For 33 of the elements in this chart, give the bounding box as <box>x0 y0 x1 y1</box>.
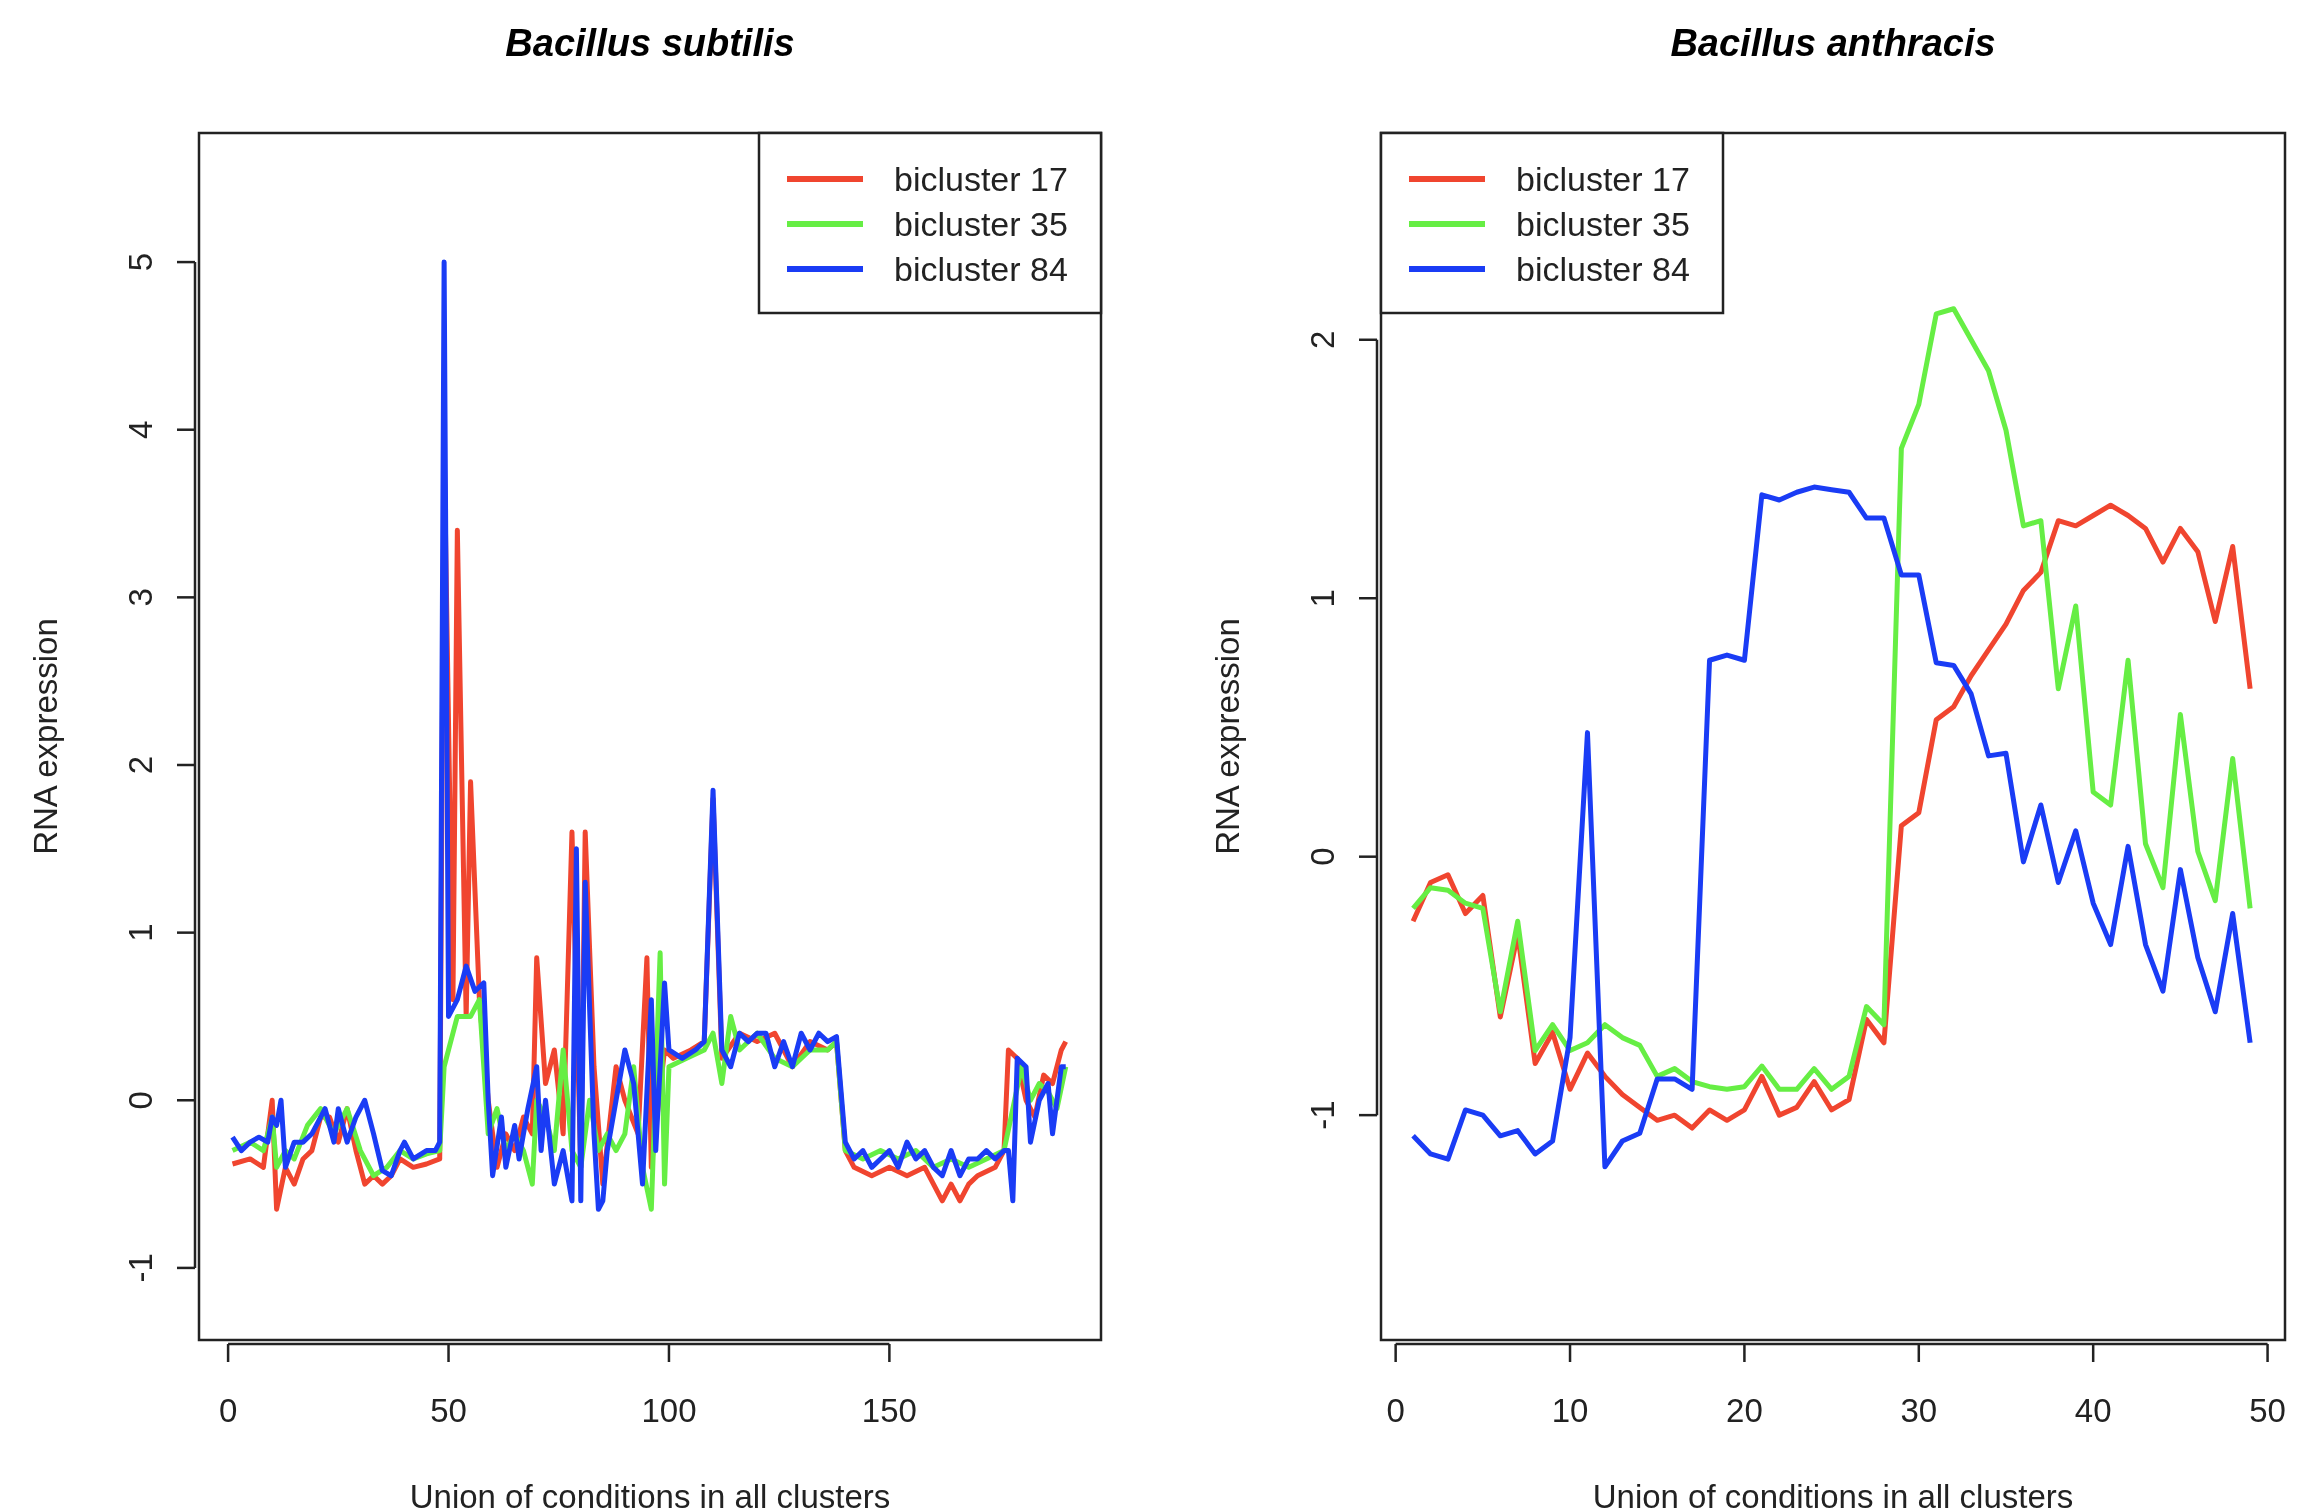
chart-title: Bacillus anthracis <box>1670 22 1996 64</box>
x-axis-title: Union of conditions in all clusters <box>1592 1478 2074 1510</box>
y-axis-title: RNA expression <box>27 618 64 855</box>
legend-label: bicluster 35 <box>1516 205 1690 243</box>
y-tick-label: -1 <box>122 1253 159 1283</box>
x-tick-label: 40 <box>2074 1392 2112 1429</box>
y-tick-label: 5 <box>122 252 159 272</box>
legend-label: bicluster 17 <box>894 160 1068 198</box>
y-tick-label: 2 <box>1304 330 1341 349</box>
x-tick-label: 20 <box>1726 1392 1763 1429</box>
x-tick-label: 30 <box>1900 1392 1938 1429</box>
y-tick-label: -1 <box>1304 1100 1341 1130</box>
x-tick-label: 150 <box>861 1392 917 1429</box>
legend-label: bicluster 84 <box>1516 250 1690 288</box>
y-tick-label: 4 <box>122 420 159 439</box>
x-tick-label: 50 <box>2249 1392 2286 1429</box>
chart-title: Bacillus subtilis <box>505 22 795 64</box>
y-tick-label: 0 <box>122 1091 159 1110</box>
legend-label: bicluster 17 <box>1516 160 1690 198</box>
y-axis-title: RNA expression <box>1209 618 1246 855</box>
y-tick-label: 3 <box>122 588 159 607</box>
y-tick-label: 2 <box>122 755 159 775</box>
legend-label: bicluster 35 <box>894 205 1068 243</box>
x-tick-label: 50 <box>430 1392 467 1429</box>
x-tick-label: 0 <box>218 1392 238 1429</box>
x-tick-label: 100 <box>641 1392 697 1429</box>
x-axis-title: Union of conditions in all clusters <box>409 1478 891 1510</box>
x-tick-label: 10 <box>1551 1392 1589 1429</box>
y-tick-label: 1 <box>1304 589 1341 608</box>
y-tick-label: 1 <box>122 923 159 942</box>
x-tick-label: 0 <box>1386 1392 1405 1429</box>
legend-label: bicluster 84 <box>894 250 1068 288</box>
y-tick-label: 0 <box>1304 847 1341 866</box>
